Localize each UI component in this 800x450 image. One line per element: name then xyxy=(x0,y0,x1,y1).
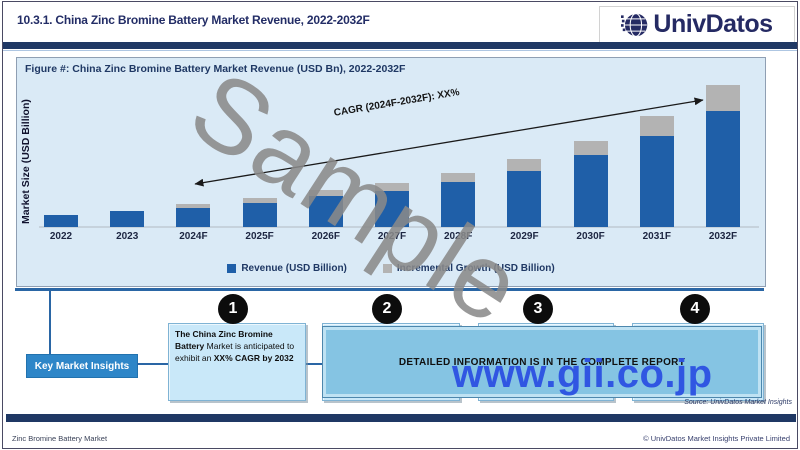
step-badge-1: 1 xyxy=(218,294,248,324)
revenue-bar xyxy=(110,211,145,227)
chart-title: Figure #: China Zinc Bromine Battery Mar… xyxy=(25,63,406,75)
complete-report-panel: DETAILED INFORMATION IS IN THE COMPLETE … xyxy=(322,326,762,398)
connector-line xyxy=(306,363,322,365)
step-badge-4: 4 xyxy=(680,294,710,324)
chart-legend: Revenue (USD Billion) Incremental Growth … xyxy=(17,263,765,274)
x-axis-tick: 2028F xyxy=(444,231,473,242)
footer-report-name: Zinc Bromine Battery Market xyxy=(12,434,108,443)
insight-box-1: The China Zinc Bromine Battery Market is… xyxy=(168,323,306,401)
footer-copyright: © UnivDatos Market Insights Private Limi… xyxy=(643,434,790,443)
header-divider-bar xyxy=(3,42,797,49)
revenue-bar xyxy=(441,182,476,227)
incremental-growth-bar xyxy=(176,204,211,208)
insight-text: Market is anticipated to exhibit an xyxy=(175,340,295,363)
legend-label: Incremental Growth (USD Billion) xyxy=(396,263,555,274)
x-axis-tick: 2027F xyxy=(377,231,407,242)
step-badge-2: 2 xyxy=(372,294,402,324)
section-separator-line xyxy=(15,288,764,291)
revenue-bar xyxy=(308,196,343,227)
x-axis-tick: 2024F xyxy=(179,231,208,242)
legend-label: Revenue (USD Billion) xyxy=(241,263,347,274)
revenue-bar xyxy=(44,215,78,227)
connector-vertical-line xyxy=(49,290,51,354)
legend-swatch xyxy=(227,264,237,273)
insight-text-bold: XX% CAGR by 2032 xyxy=(213,352,294,363)
x-axis-tick: 2022 xyxy=(49,231,73,242)
key-market-insights-label: Key Market Insights xyxy=(26,354,138,378)
x-axis-tick: 2031F xyxy=(642,231,671,242)
revenue-bar xyxy=(375,191,409,227)
incremental-growth-bar xyxy=(308,190,343,196)
revenue-bar xyxy=(706,111,740,227)
insight-text-bold: The China Zinc Bromine Battery xyxy=(175,329,273,351)
x-axis-tick: 2029F xyxy=(510,231,539,242)
cagr-arrow xyxy=(194,97,704,187)
x-axis-tick: 2032F xyxy=(708,231,738,242)
step-badge-3: 3 xyxy=(523,294,553,324)
univdatos-logo: UnivDatos xyxy=(599,6,795,43)
connector-line xyxy=(137,363,168,365)
legend-item: Incremental Growth (USD Billion) xyxy=(382,263,555,274)
header-divider-accent xyxy=(3,50,797,51)
revenue-bar xyxy=(242,203,277,227)
complete-report-text: DETAILED INFORMATION IS IN THE COMPLETE … xyxy=(398,356,686,368)
chart-figure: Figure #: China Zinc Bromine Battery Mar… xyxy=(16,57,766,287)
incremental-growth-bar xyxy=(375,183,409,191)
x-axis-tick: 2030F xyxy=(576,231,605,242)
source-note: Source: UnivDatos Market Insights xyxy=(684,399,792,406)
x-axis-tick: 2023 xyxy=(116,231,139,242)
page-title: 10.3.1. China Zinc Bromine Battery Marke… xyxy=(17,13,370,27)
globe-icon xyxy=(621,11,649,39)
x-axis-tick: 2025F xyxy=(245,231,274,242)
legend-swatch xyxy=(382,264,392,273)
incremental-growth-bar xyxy=(706,85,740,111)
logo-wordmark: UnivDatos xyxy=(653,10,773,38)
incremental-growth-bar xyxy=(242,198,277,203)
footer-divider-bar xyxy=(6,414,796,422)
x-axis-tick: 2026F xyxy=(311,231,340,242)
revenue-bar xyxy=(176,208,211,227)
legend-item: Revenue (USD Billion) xyxy=(227,263,347,274)
